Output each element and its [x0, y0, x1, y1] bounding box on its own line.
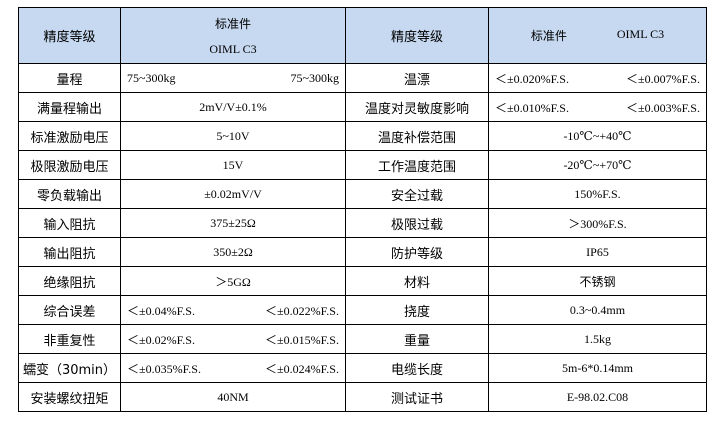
table-row: 综合误差 ＜±0.04%F.S. ＜±0.022%F.S. 挠度 0.3~0.4mm — [18, 295, 707, 325]
cell-text: ＜±0.020%F.S. — [495, 71, 569, 86]
key-cell: 电缆长度 — [345, 353, 489, 383]
value-cell: ＜±0.04%F.S. ＜±0.022%F.S. — [120, 295, 346, 325]
table-body: 精度等级 标准件 OIML C3 精度等级 标准件 OIML C3 量程 75~300kg 75… — [18, 7, 707, 412]
cell-text: ＜±0.003%F.S. — [626, 100, 700, 115]
value-cell: ＞5GΩ — [120, 266, 346, 296]
value-cell: 2mV/V±0.1% — [120, 92, 346, 122]
cell-text: OIML C3 — [209, 41, 257, 56]
value-cell: 0.3~0.4mm — [488, 295, 707, 325]
cell-text: 标准件 — [530, 29, 567, 43]
value-cell: 15V — [120, 150, 346, 180]
key-cell: 工作温度范围 — [345, 150, 489, 180]
table-row: 绝缘阻抗 ＞5GΩ 材料 不锈钢 — [18, 266, 707, 296]
value-cell: 标准件 OIML C3 — [120, 7, 346, 64]
key-cell: 极限激励电压 — [18, 150, 121, 180]
key-cell: 材料 — [345, 266, 489, 296]
cell-text: ＜±0.04%F.S. — [127, 303, 195, 318]
value-cell: 不锈钢 — [488, 266, 707, 296]
table-row: 输出阻抗 350±2Ω 防护等级 IP65 — [18, 237, 707, 267]
value-cell: -10℃~+40℃ — [488, 121, 707, 151]
value-cell: ＜±0.010%F.S. ＜±0.003%F.S. — [488, 92, 707, 122]
cell-text: ＜±0.024%F.S. — [265, 361, 339, 376]
cell-text: 75~300kg — [127, 70, 176, 85]
cell-text: ＜±0.010%F.S. — [495, 100, 569, 115]
key-cell: 重量 — [345, 324, 489, 354]
value-cell: -20℃~+70℃ — [488, 150, 707, 180]
table-row: 量程 75~300kg 75~300kg 温漂 ＜±0.020%F.S. ＜±0.007%… — [18, 63, 707, 93]
cell-group: 标准件 OIML C3 — [122, 15, 345, 57]
key-cell: 综合误差 — [18, 295, 121, 325]
cell-text: OIML C3 — [616, 27, 665, 41]
table-row: 输入阻抗 375±25Ω 极限过载 ＞300%F.S. — [18, 208, 707, 238]
key-cell: 输入阻抗 — [18, 208, 121, 238]
value-cell: 375±25Ω — [120, 208, 346, 238]
key-cell: 极限过载 — [345, 208, 489, 238]
table-row: 极限激励电压 15V 工作温度范围 -20℃~+70℃ — [18, 150, 707, 180]
value-cell: ±0.02mV/V — [120, 179, 346, 209]
table-row: 标准激励电压 5~10V 温度补偿范围 -10℃~+40℃ — [18, 121, 707, 151]
cell-group: ＜±0.010%F.S. ＜±0.003%F.S. — [490, 99, 706, 116]
key-cell: 精度等级 — [345, 7, 489, 64]
value-cell: 350±2Ω — [120, 237, 346, 267]
value-cell: ＜±0.02%F.S. ＜±0.015%F.S. — [120, 324, 346, 354]
key-cell: 测试证书 — [345, 382, 489, 412]
table-row: 非重复性 ＜±0.02%F.S. ＜±0.015%F.S. 重量 1.5kg — [18, 324, 707, 354]
key-cell: 量程 — [18, 63, 121, 93]
key-cell: 防护等级 — [345, 237, 489, 267]
key-cell: 挠度 — [345, 295, 489, 325]
key-cell: 温漂 — [345, 63, 489, 93]
cell-group: ＜±0.04%F.S. ＜±0.022%F.S. — [122, 302, 345, 319]
value-cell: ＞300%F.S. — [488, 208, 707, 238]
value-cell: 40NM — [120, 382, 346, 412]
key-cell: 零负载输出 — [18, 179, 121, 209]
key-cell: 标准激励电压 — [18, 121, 121, 151]
key-cell: 温度对灵敏度影响 — [345, 92, 489, 122]
key-cell: 绝缘阻抗 — [18, 266, 121, 296]
cell-group: ＜±0.020%F.S. ＜±0.007%F.S. — [490, 70, 706, 87]
key-cell: 蠕变（30min） — [18, 353, 121, 383]
cell-text: ＜±0.035%F.S. — [127, 361, 201, 376]
cell-text: ＜±0.015%F.S. — [265, 332, 339, 347]
cell-group: ＜±0.035%F.S. ＜±0.024%F.S. — [122, 360, 345, 377]
table-row: 蠕变（30min） ＜±0.035%F.S. ＜±0.024%F.S. 电缆长度 5m-… — [18, 353, 707, 383]
cell-group: ＜±0.02%F.S. ＜±0.015%F.S. — [122, 331, 345, 348]
value-cell: ＜±0.020%F.S. ＜±0.007%F.S. — [488, 63, 707, 93]
table-row: 安装螺纹扭矩 40NM 测试证书 E-98.02.C08 — [18, 382, 707, 412]
cell-text: 75~300kg — [290, 70, 340, 85]
cell-text: ＜±0.02%F.S. — [127, 332, 195, 347]
key-cell: 安全过载 — [345, 179, 489, 209]
value-cell: IP65 — [488, 237, 707, 267]
key-cell: 安装螺纹扭矩 — [18, 382, 121, 412]
key-cell: 精度等级 — [18, 7, 121, 64]
spec-table: 精度等级 标准件 OIML C3 精度等级 标准件 OIML C3 量程 75~300kg 75… — [18, 7, 707, 412]
cell-text: ＜±0.007%F.S. — [626, 71, 700, 86]
cell-group: 标准件 OIML C3 — [490, 27, 706, 44]
value-cell: 标准件 OIML C3 — [488, 7, 707, 64]
value-cell: 150%F.S. — [488, 179, 707, 209]
table-row: 满量程输出 2mV/V±0.1% 温度对灵敏度影响 ＜±0.010%F.S. ＜±0.0… — [18, 92, 707, 122]
value-cell: ＜±0.035%F.S. ＜±0.024%F.S. — [120, 353, 346, 383]
key-cell: 满量程输出 — [18, 92, 121, 122]
key-cell: 温度补偿范围 — [345, 121, 489, 151]
value-cell: 1.5kg — [488, 324, 707, 354]
value-cell: 5~10V — [120, 121, 346, 151]
cell-text: ＜±0.022%F.S. — [265, 303, 339, 318]
value-cell: E-98.02.C08 — [488, 382, 707, 412]
cell-text: 标准件 — [214, 16, 251, 31]
value-cell: 5m-6*0.14mm — [488, 353, 707, 383]
header-row: 精度等级 标准件 OIML C3 精度等级 标准件 OIML C3 — [18, 7, 707, 64]
value-cell: 75~300kg 75~300kg — [120, 63, 346, 93]
key-cell: 非重复性 — [18, 324, 121, 354]
table-row: 零负载输出 ±0.02mV/V 安全过载 150%F.S. — [18, 179, 707, 209]
cell-group: 75~300kg 75~300kg — [122, 70, 345, 86]
key-cell: 输出阻抗 — [18, 237, 121, 267]
